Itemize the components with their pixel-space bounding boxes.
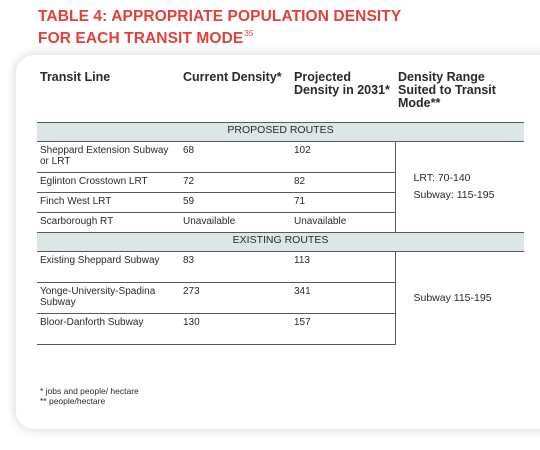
title-line-2-text: FOR EACH TRANSIT MODE: [38, 30, 244, 47]
table-row: Yonge-University-Spadina Subway 273 341: [37, 282, 524, 314]
cell-current-density: 83: [180, 251, 291, 283]
cell-projected-density: 82: [291, 172, 395, 193]
title-line-1: TABLE 4: APPROPRIATE POPULATION DENSITY: [38, 8, 402, 25]
table-row: Eglinton Crosstown LRT 72 82: [37, 172, 524, 193]
section-label-existing: EXISTING ROUTES: [37, 232, 524, 252]
cell-projected-density: 102: [291, 141, 395, 173]
footnote-reference: 35: [244, 29, 254, 38]
cell-current-density: 72: [180, 172, 291, 193]
cell-projected-density: 113: [291, 251, 395, 283]
table-row: Bloor-Danforth Subway 130 157: [37, 313, 524, 345]
cell-transit-line: Finch West LRT: [37, 192, 180, 213]
cell-density-range-proposed: LRT: 70-140 Subway: 115-195: [394, 141, 524, 233]
cell-current-density: 68: [180, 141, 291, 173]
cell-projected-density: Unavailable: [291, 212, 395, 233]
note-density-units: * jobs and people/ hectare: [40, 386, 139, 396]
range-line: LRT: 70-140: [413, 172, 471, 184]
cell-current-density: 59: [180, 192, 291, 213]
cell-current-density: Unavailable: [180, 212, 291, 233]
header-current-density: Current Density*: [183, 70, 282, 84]
section-label-proposed: PROPOSED ROUTES: [37, 122, 524, 142]
range-line: Subway: 115-195: [413, 189, 495, 201]
header-projected-density: Projected Density in 2031*: [294, 70, 390, 97]
cell-transit-line: Eglinton Crosstown LRT: [37, 172, 180, 193]
density-table: Transit Line Current Density* Projected …: [37, 66, 524, 345]
section-row-existing: EXISTING ROUTES: [37, 232, 524, 252]
table-row: Finch West LRT 59 71: [37, 192, 524, 213]
note-range-units: ** people/hectare: [40, 396, 106, 406]
table-notes: * jobs and people/ hectare ** people/hec…: [40, 386, 139, 406]
table-row: Sheppard Extension Subway or LRT 68 102 …: [37, 141, 524, 233]
table-row: Existing Sheppard Subway 83 113 Subway 1…: [37, 251, 524, 345]
table-title: TABLE 4: APPROPRIATE POPULATION DENSITY …: [38, 8, 401, 47]
section-row-proposed: PROPOSED ROUTES: [37, 122, 524, 142]
cell-transit-line: Existing Sheppard Subway: [37, 251, 180, 283]
cell-transit-line: Bloor-Danforth Subway: [37, 313, 180, 345]
cell-projected-density: 157: [291, 313, 395, 345]
title-line-2: FOR EACH TRANSIT MODE35: [38, 25, 401, 47]
table-row: Scarborough RT Unavailable Unavailable: [37, 212, 524, 233]
range-line: Subway 115-195: [413, 291, 492, 304]
header-row: Transit Line Current Density* Projected …: [37, 66, 524, 123]
cell-transit-line: Sheppard Extension Subway or LRT: [37, 141, 180, 173]
header-transit-line: Transit Line: [40, 70, 111, 84]
cell-projected-density: 341: [291, 282, 395, 314]
cell-current-density: 130: [180, 313, 291, 345]
cell-transit-line: Yonge-University-Spadina Subway: [37, 282, 180, 314]
cell-current-density: 273: [180, 282, 291, 314]
cell-transit-line: Scarborough RT: [37, 212, 180, 233]
cell-density-range-existing: Subway 115-195: [394, 251, 524, 345]
header-density-range: Density Range Suited to Transit Mode**: [398, 70, 496, 110]
cell-projected-density: 71: [291, 192, 395, 213]
